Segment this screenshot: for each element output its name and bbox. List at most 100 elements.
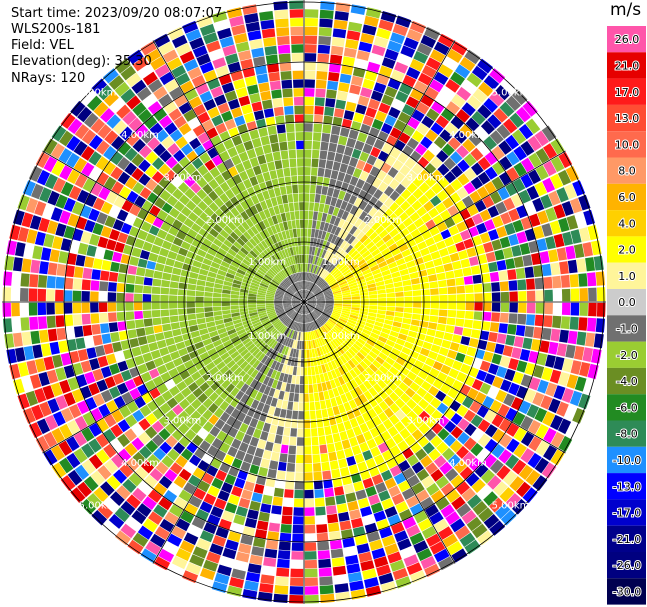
gate [247, 563, 262, 574]
gate [255, 271, 264, 278]
gate [417, 72, 433, 86]
gate [64, 314, 74, 327]
colorbar-tick-label: 13.0 [615, 112, 640, 125]
gate [100, 226, 112, 238]
gate [184, 416, 196, 428]
gate [381, 535, 396, 547]
gate [298, 411, 304, 420]
gate [103, 249, 114, 261]
gate [93, 487, 109, 503]
gate [265, 152, 274, 163]
range-label: 5.00km [492, 88, 530, 99]
gate [63, 302, 73, 314]
gate [304, 219, 309, 228]
gate [343, 420, 352, 431]
gate [416, 42, 433, 56]
gate [125, 311, 135, 321]
gate [305, 305, 309, 314]
gate [404, 302, 413, 308]
gate [333, 296, 343, 299]
gate [243, 322, 253, 329]
gate [72, 302, 82, 314]
gate [579, 302, 588, 316]
gate [214, 278, 224, 285]
gate [111, 181, 124, 195]
gate [249, 333, 259, 340]
gate [362, 568, 377, 580]
gate [161, 316, 171, 325]
gate [249, 389, 259, 399]
azimuth-spoke [42, 150, 305, 303]
gate [453, 326, 464, 336]
gate [354, 340, 364, 349]
gate [242, 159, 252, 171]
range-label: 5.00km [79, 501, 117, 512]
gate [429, 367, 440, 378]
gate [284, 318, 291, 326]
gate [108, 271, 119, 282]
gate [299, 314, 302, 323]
gate [321, 345, 327, 355]
gate [368, 286, 377, 292]
gate [308, 375, 313, 385]
gate [474, 200, 487, 213]
gate [329, 244, 337, 253]
gate [325, 322, 333, 330]
gate [167, 57, 183, 71]
gate [236, 357, 246, 367]
gate [173, 149, 186, 162]
gate [368, 335, 378, 343]
gate [131, 167, 144, 181]
gate [304, 314, 307, 323]
gate [271, 89, 282, 99]
gate [173, 260, 184, 269]
gate [423, 200, 435, 212]
gate [304, 481, 314, 490]
gate [67, 419, 80, 435]
colorbar-tick-label: 26.0 [615, 33, 640, 46]
gate [280, 240, 287, 250]
colorbar-tick-label: -10.0 [613, 454, 641, 467]
gate [421, 230, 432, 241]
gate [195, 302, 204, 308]
gate [308, 255, 312, 264]
gate [307, 272, 311, 281]
gate [306, 314, 310, 323]
gate [289, 586, 304, 595]
gate [283, 97, 294, 107]
gate [242, 351, 252, 361]
gate [560, 316, 570, 330]
colorbar-band [607, 26, 646, 53]
gate [232, 319, 242, 325]
colorbar-tick-label: -6.0 [616, 401, 637, 414]
gate [543, 445, 558, 461]
gate [436, 189, 449, 202]
gate [137, 258, 148, 268]
gate [312, 321, 318, 330]
gate [240, 311, 249, 316]
gate [84, 219, 96, 233]
gate [226, 359, 236, 369]
gate [340, 412, 349, 422]
gate [337, 366, 345, 376]
gate [334, 11, 349, 21]
azimuth-spoke [303, 150, 566, 303]
gate [60, 352, 72, 366]
gate [358, 373, 367, 383]
gate [267, 377, 275, 387]
gate [489, 68, 506, 84]
gate [308, 302, 317, 304]
gate [75, 254, 86, 267]
gate [283, 279, 290, 287]
gate [389, 228, 399, 238]
gate [350, 357, 359, 366]
gate [553, 204, 566, 219]
gate [358, 393, 368, 404]
gate [351, 299, 361, 302]
gate [378, 243, 388, 252]
azimuth-spoke [303, 301, 566, 454]
gate [427, 243, 438, 254]
gate [402, 124, 416, 137]
gate [382, 361, 392, 371]
gate [274, 160, 283, 170]
